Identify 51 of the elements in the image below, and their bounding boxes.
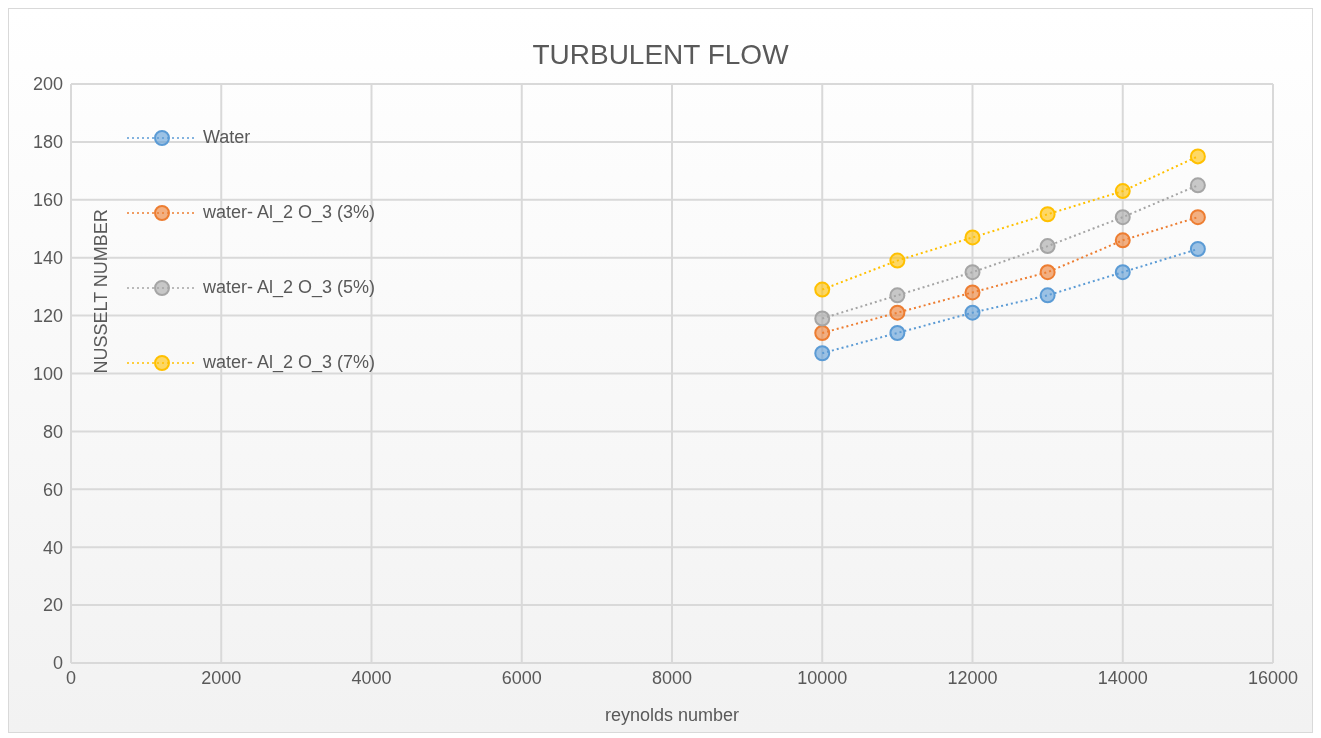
- point: [1039, 287, 1056, 304]
- point: [964, 229, 981, 246]
- point: [1114, 209, 1131, 226]
- x-tick-label: 10000: [797, 667, 848, 688]
- point: [814, 324, 831, 341]
- x-tick-label: 8000: [651, 667, 693, 688]
- chart-title: TURBULENT FLOW: [531, 39, 790, 71]
- legend-label: water- Al_2 O_3 (5%): [203, 277, 376, 298]
- x-tick-label: 12000: [947, 667, 998, 688]
- legend-label: Water: [203, 127, 251, 148]
- x-tick-label: 6000: [501, 667, 542, 688]
- point: [1189, 209, 1206, 226]
- y-tick-label: 180: [32, 132, 63, 153]
- y-axis-title: NUSSELT NUMBER: [91, 209, 112, 374]
- point: [1039, 264, 1056, 281]
- y-tick-label: 200: [32, 74, 63, 95]
- point: [964, 304, 981, 321]
- x-tick-label: 14000: [1097, 667, 1148, 688]
- y-tick-label: 160: [32, 190, 63, 211]
- y-tick-label: 0: [52, 653, 63, 674]
- point: [1114, 264, 1131, 281]
- x-tick-label: 16000: [1247, 667, 1299, 688]
- y-tick-label: 100: [32, 363, 63, 384]
- y-tick-label: 80: [42, 421, 63, 442]
- y-tick-label: 120: [32, 305, 63, 326]
- point: [1189, 177, 1206, 194]
- legend-label: water- Al_2 O_3 (3%): [203, 202, 376, 223]
- point: [889, 287, 906, 304]
- y-tick-label: 60: [42, 479, 63, 500]
- point: [1189, 148, 1206, 165]
- point: [1114, 232, 1131, 249]
- point: [1039, 206, 1056, 223]
- point: [964, 264, 981, 281]
- point: [814, 310, 831, 327]
- y-tick-label: 140: [32, 248, 63, 269]
- x-tick-label: 2000: [201, 667, 242, 688]
- point: [1039, 238, 1056, 255]
- x-tick-label: 0: [65, 667, 77, 688]
- legend-label: water- Al_2 O_3 (7%): [203, 352, 376, 373]
- point: [1114, 183, 1131, 200]
- x-axis-title: reynolds number: [604, 705, 740, 725]
- point: [814, 345, 831, 362]
- point: [814, 281, 831, 298]
- point: [964, 284, 981, 301]
- point: [889, 304, 906, 321]
- y-tick-label: 40: [42, 537, 63, 558]
- point: [889, 252, 906, 269]
- y-tick-label: 20: [42, 595, 63, 616]
- x-tick-label: 4000: [351, 667, 392, 688]
- point: [889, 324, 906, 341]
- point: [1189, 241, 1206, 258]
